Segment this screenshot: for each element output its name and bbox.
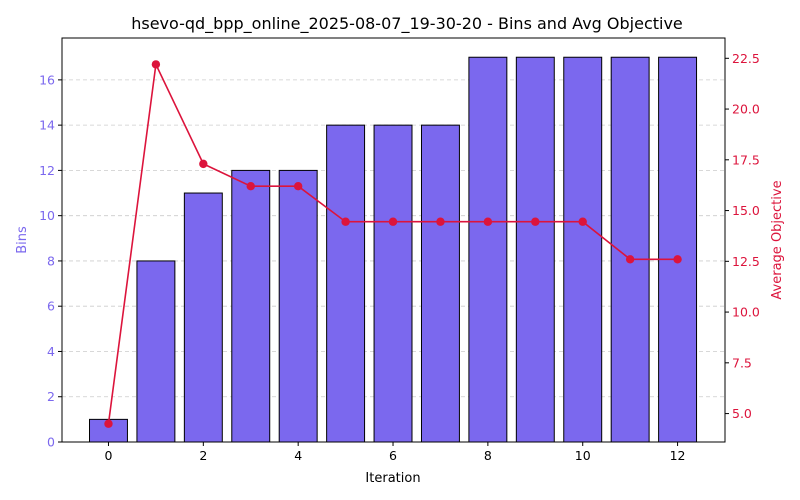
y-tick-label-right: 12.5 [732, 254, 760, 269]
line-point [246, 182, 255, 191]
y-tick-label-right: 7.5 [732, 355, 752, 370]
y-tick-label-left: 8 [47, 253, 55, 268]
bar [515, 56, 555, 443]
line-point [388, 217, 398, 226]
x-tick-label: 6 [389, 448, 397, 463]
y-tick-label-left: 2 [47, 389, 55, 404]
y-tick-label-left: 0 [47, 435, 55, 450]
line-point [483, 217, 493, 226]
line-point [531, 217, 540, 226]
chart-title: hsevo-qd_bpp_online_2025-08-07_19-30-20 … [131, 14, 683, 34]
bar [373, 124, 413, 443]
x-axis-label: Iteration [365, 471, 420, 486]
line-point [151, 60, 161, 69]
x-tick-label: 10 [575, 448, 591, 463]
x-tick-label: 8 [484, 448, 492, 463]
bar [278, 169, 318, 443]
bar [563, 56, 603, 443]
x-axis: 0 2 4 6 8 10 12 [104, 442, 686, 463]
bar [658, 56, 698, 443]
y-tick-label-right: 5.0 [732, 406, 752, 421]
y-axis-left: 0 2 4 6 8 10 12 14 16 [39, 72, 62, 450]
bar [231, 169, 271, 443]
y-tick-label-left: 14 [39, 118, 55, 133]
line-series [104, 60, 682, 428]
y-axis-label-left: Bins [15, 226, 30, 254]
bar [420, 124, 460, 443]
line-point [578, 217, 587, 226]
bar [468, 56, 508, 443]
y-tick-label-left: 4 [47, 344, 55, 359]
y-axis-right: 5.0 7.5 10.0 12.5 15.0 17.5 20.0 22.5 [725, 51, 760, 421]
line-point [104, 419, 113, 428]
y-tick-label-left: 12 [39, 163, 55, 178]
x-tick-label: 2 [199, 448, 207, 463]
bar [183, 192, 223, 443]
y-tick-label-right: 17.5 [732, 152, 760, 167]
y-tick-label-left: 10 [39, 208, 55, 223]
x-tick-label: 0 [104, 448, 112, 463]
line-point [625, 255, 635, 264]
y-tick-label-right: 15.0 [732, 203, 760, 218]
x-tick-label: 12 [670, 448, 686, 463]
line-point [436, 217, 445, 226]
line-point [341, 217, 350, 226]
y-tick-label-right: 22.5 [732, 51, 760, 66]
line-point [199, 159, 208, 169]
y-tick-label-left: 16 [39, 72, 55, 87]
y-tick-label-right: 10.0 [732, 305, 760, 320]
y-tick-label-right: 20.0 [732, 102, 760, 117]
bar [136, 260, 176, 443]
bar [326, 124, 366, 443]
y-tick-label-left: 6 [47, 299, 55, 314]
line-point [293, 182, 303, 191]
y-axis-label-right: Average Objective [770, 180, 785, 299]
line-point [673, 255, 682, 264]
x-tick-label: 4 [294, 448, 302, 463]
